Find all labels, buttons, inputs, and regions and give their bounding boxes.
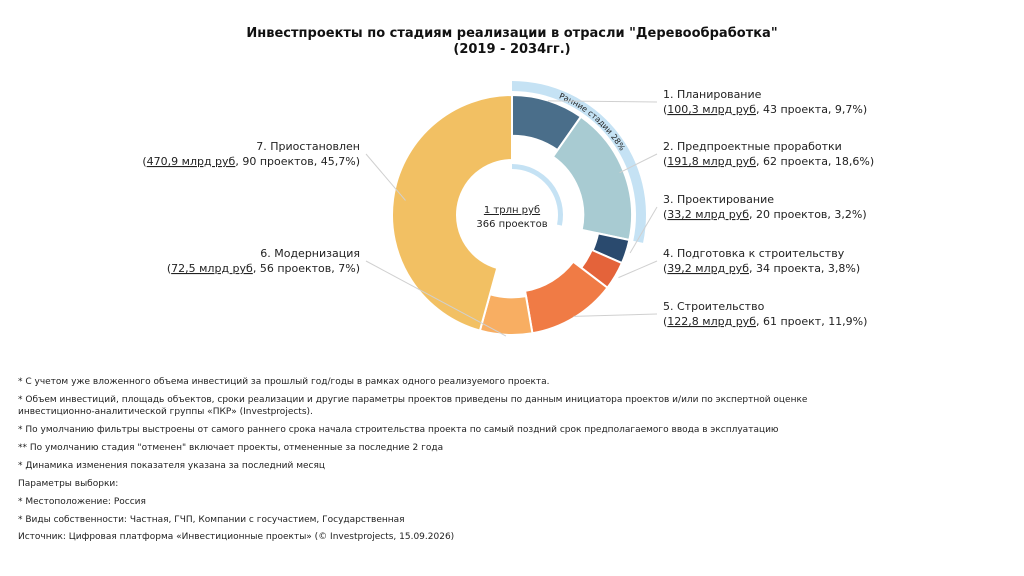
leader-line bbox=[365, 260, 507, 337]
total-projects-label: 366 проектов bbox=[476, 219, 547, 230]
donut-hole bbox=[466, 169, 558, 261]
donut-slice[interactable] bbox=[391, 93, 513, 332]
slice-value-label[interactable]: (39,2 млрд руб, 34 проекта, 3,8%) bbox=[663, 262, 860, 275]
selection-param-ownership: * Виды собственности: Частная, ГЧП, Комп… bbox=[18, 515, 405, 525]
chart-title: Инвестпроекты по стадиям реализации в от… bbox=[246, 26, 778, 41]
footnote: * С учетом уже вложенного объема инвести… bbox=[18, 377, 550, 387]
footnotes: * С учетом уже вложенного объема инвести… bbox=[18, 376, 838, 532]
leader-line bbox=[629, 206, 658, 254]
selection-params-heading: Параметры выборки: bbox=[18, 479, 119, 489]
total-amount-label[interactable]: 1 трлн руб bbox=[484, 205, 540, 216]
footnote: ** По умолчанию стадия "отменен" включае… bbox=[18, 443, 444, 453]
source-note: Источник: Цифровая платформа «Инвестицио… bbox=[18, 532, 455, 542]
slice-value-label[interactable]: (100,3 млрд руб, 43 проекта, 9,7%) bbox=[663, 103, 867, 116]
leader-line bbox=[547, 100, 658, 103]
slice-name-label: 1. Планирование bbox=[663, 88, 762, 101]
footnote: * Объем инвестиций, площадь объектов, ср… bbox=[18, 395, 808, 417]
slice-name-label: 4. Подготовка к строительству bbox=[663, 247, 845, 260]
footnote: * Динамика изменения показателя указана … bbox=[18, 461, 326, 471]
selection-param-location: * Местоположение: Россия bbox=[18, 497, 146, 507]
slice-value-label[interactable]: (33,2 млрд руб, 20 проектов, 3,2%) bbox=[663, 208, 867, 221]
slice-value-label[interactable]: (72,5 млрд руб, 56 проектов, 7%) bbox=[167, 262, 360, 275]
footnote: * По умолчанию фильтры выстроены от само… bbox=[18, 425, 779, 435]
leader-line bbox=[618, 260, 658, 279]
slice-name-label: 7. Приостановлен bbox=[256, 140, 360, 153]
slice-value-label[interactable]: (191,8 млрд руб, 62 проекта, 18,6%) bbox=[663, 155, 874, 168]
donut-chart: Ранние стадии 28% 1. Планирование(100,3 … bbox=[142, 81, 874, 337]
slice-name-label: 6. Модернизация bbox=[260, 247, 360, 260]
slice-name-label: 2. Предпроектные проработки bbox=[663, 140, 842, 153]
slice-name-label: 5. Строительство bbox=[663, 300, 765, 313]
chart-subtitle: (2019 - 2034гг.) bbox=[453, 42, 571, 57]
leader-line bbox=[365, 153, 406, 201]
leader-line bbox=[619, 153, 658, 174]
slice-name-label: 3. Проектирование bbox=[663, 193, 774, 206]
slice-value-label[interactable]: (122,8 млрд руб, 61 проект, 11,9%) bbox=[663, 315, 867, 328]
leader-line bbox=[573, 313, 658, 317]
slice-value-label[interactable]: (470,9 млрд руб, 90 проектов, 45,7%) bbox=[142, 155, 360, 168]
